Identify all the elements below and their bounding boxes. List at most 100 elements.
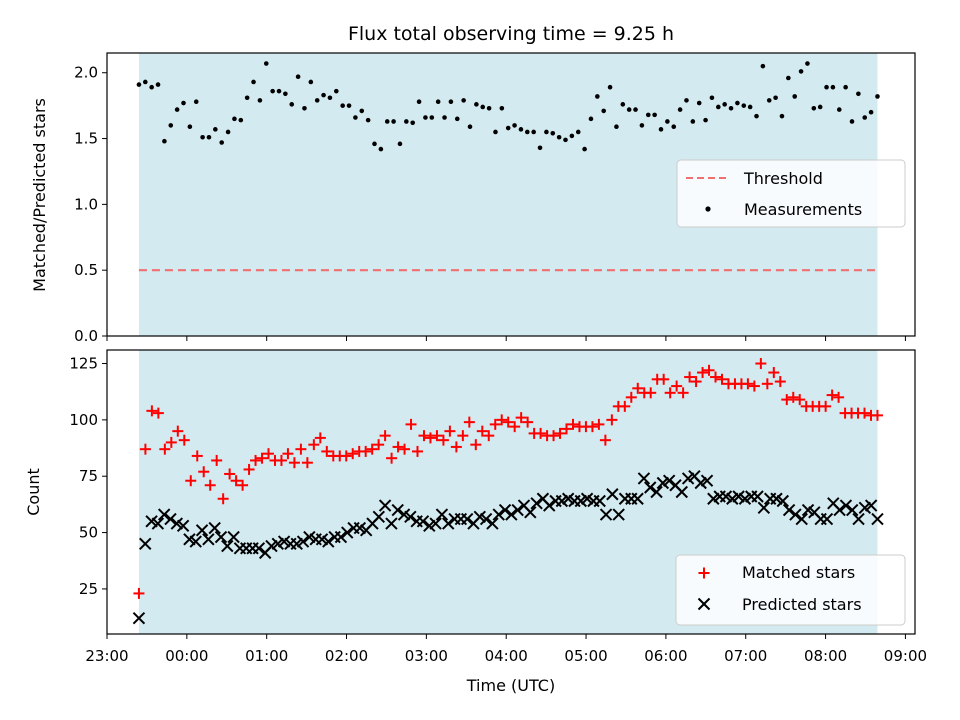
matched-point xyxy=(224,468,236,480)
ratio-point xyxy=(862,115,868,120)
ratio-point xyxy=(442,115,447,120)
legend-matched-label: Matched stars xyxy=(742,563,855,582)
ratio-point xyxy=(569,133,575,139)
ratio-point xyxy=(830,84,836,90)
predicted-point-b xyxy=(833,503,846,517)
ratio-point xyxy=(671,124,677,130)
predicted-point-b xyxy=(524,506,537,519)
predicted-point-b xyxy=(378,499,392,512)
matched-point xyxy=(211,454,223,466)
ratio-point xyxy=(512,123,517,128)
matched-point xyxy=(133,587,145,599)
bottom-legend-box xyxy=(675,554,906,626)
matched-point xyxy=(256,452,268,464)
predicted-point-b xyxy=(839,499,853,512)
bottom-y-tick-label: 50 xyxy=(79,524,98,542)
ratio-point xyxy=(200,134,205,140)
top-y-tick-label: 2.0 xyxy=(74,64,98,82)
predicted-point xyxy=(820,512,834,526)
matched-point xyxy=(509,421,521,433)
legend-predicted-swatch xyxy=(697,597,711,611)
ratio-point xyxy=(556,134,562,140)
ratio-point xyxy=(136,82,142,87)
ratio-point xyxy=(346,103,352,108)
predicted-point xyxy=(637,472,651,485)
matched-point xyxy=(295,443,307,455)
ratio-point xyxy=(461,98,466,103)
predicted-point xyxy=(296,535,310,548)
predicted-point-b xyxy=(776,494,789,508)
predicted-point-b xyxy=(561,492,575,505)
ratio-point xyxy=(505,125,511,131)
ratio-point xyxy=(340,103,345,108)
legend-threshold-label: Threshold xyxy=(743,169,823,188)
predicted-point xyxy=(202,533,215,546)
predicted-point-b xyxy=(385,517,398,530)
ratio-point xyxy=(143,79,148,85)
matched-point xyxy=(871,409,883,421)
bottom-y-tick-label: 75 xyxy=(79,467,98,485)
ratio-point xyxy=(302,105,307,111)
predicted-point-b xyxy=(214,530,228,544)
matched-point xyxy=(697,367,709,379)
ratio-point xyxy=(384,119,390,124)
predicted-point-b xyxy=(789,508,802,521)
matched-point xyxy=(561,423,573,435)
top-legend-box xyxy=(676,159,906,228)
bottom-y-tick-label: 25 xyxy=(79,580,98,598)
predicted-point xyxy=(372,510,386,524)
top-y-ticks: 0.0 0.5 1.0 1.5 2.0 xyxy=(74,64,107,345)
ratio-point xyxy=(187,124,193,130)
predicted-point-b xyxy=(157,508,171,521)
x-tick-label: 23:00 xyxy=(85,647,128,665)
predicted-point-b xyxy=(846,503,859,517)
top-legend: Threshold Measurements xyxy=(676,159,906,228)
predicted-point-b xyxy=(322,535,335,548)
x-tick-label: 00:00 xyxy=(165,647,208,665)
matched-point xyxy=(567,418,579,430)
ratio-point xyxy=(448,99,454,105)
matched-point xyxy=(178,434,190,446)
bottom-y-tick-label: 125 xyxy=(69,355,98,373)
matched-point xyxy=(437,434,449,446)
predicted-point-b xyxy=(145,515,158,528)
matched-point xyxy=(755,358,767,370)
ratio-point xyxy=(525,129,530,135)
matched-point xyxy=(360,445,372,457)
predicted-point-b xyxy=(252,542,266,555)
predicted-point-b xyxy=(599,508,613,521)
predicted-point xyxy=(385,517,398,530)
predicted-point xyxy=(505,508,518,521)
ratio-point xyxy=(295,74,301,79)
matched-point xyxy=(476,425,488,437)
predicted-point-b xyxy=(341,526,354,539)
predicted-point-b xyxy=(770,492,783,505)
ratio-point xyxy=(149,84,154,90)
ratio-point xyxy=(391,119,396,124)
x-tick-label: 07:00 xyxy=(724,647,767,665)
ratio-point xyxy=(474,102,479,107)
ratio-point xyxy=(486,105,492,111)
predicted-point-b xyxy=(429,517,442,530)
predicted-point-b xyxy=(277,535,291,548)
ratio-point xyxy=(588,116,594,122)
ratio-point xyxy=(677,107,683,112)
predicted-point-b xyxy=(164,512,177,526)
predicted-point-b xyxy=(183,533,196,546)
ratio-point xyxy=(658,127,664,132)
matched-point xyxy=(237,479,249,491)
ratio-point xyxy=(404,119,409,124)
ratio-point xyxy=(213,127,218,132)
ratio-point xyxy=(645,112,651,118)
predicted-point-b xyxy=(644,481,657,494)
predicted-point-b xyxy=(391,503,404,517)
predicted-point-b xyxy=(782,503,796,517)
predicted-point xyxy=(221,539,234,553)
matched-point xyxy=(450,441,462,453)
top-y-tick-label: 0.5 xyxy=(74,261,98,279)
matched-point xyxy=(781,394,793,406)
predicted-point-b xyxy=(637,472,651,485)
predicted-point xyxy=(195,524,209,537)
matched-point xyxy=(470,439,482,451)
matched-point xyxy=(671,380,683,392)
